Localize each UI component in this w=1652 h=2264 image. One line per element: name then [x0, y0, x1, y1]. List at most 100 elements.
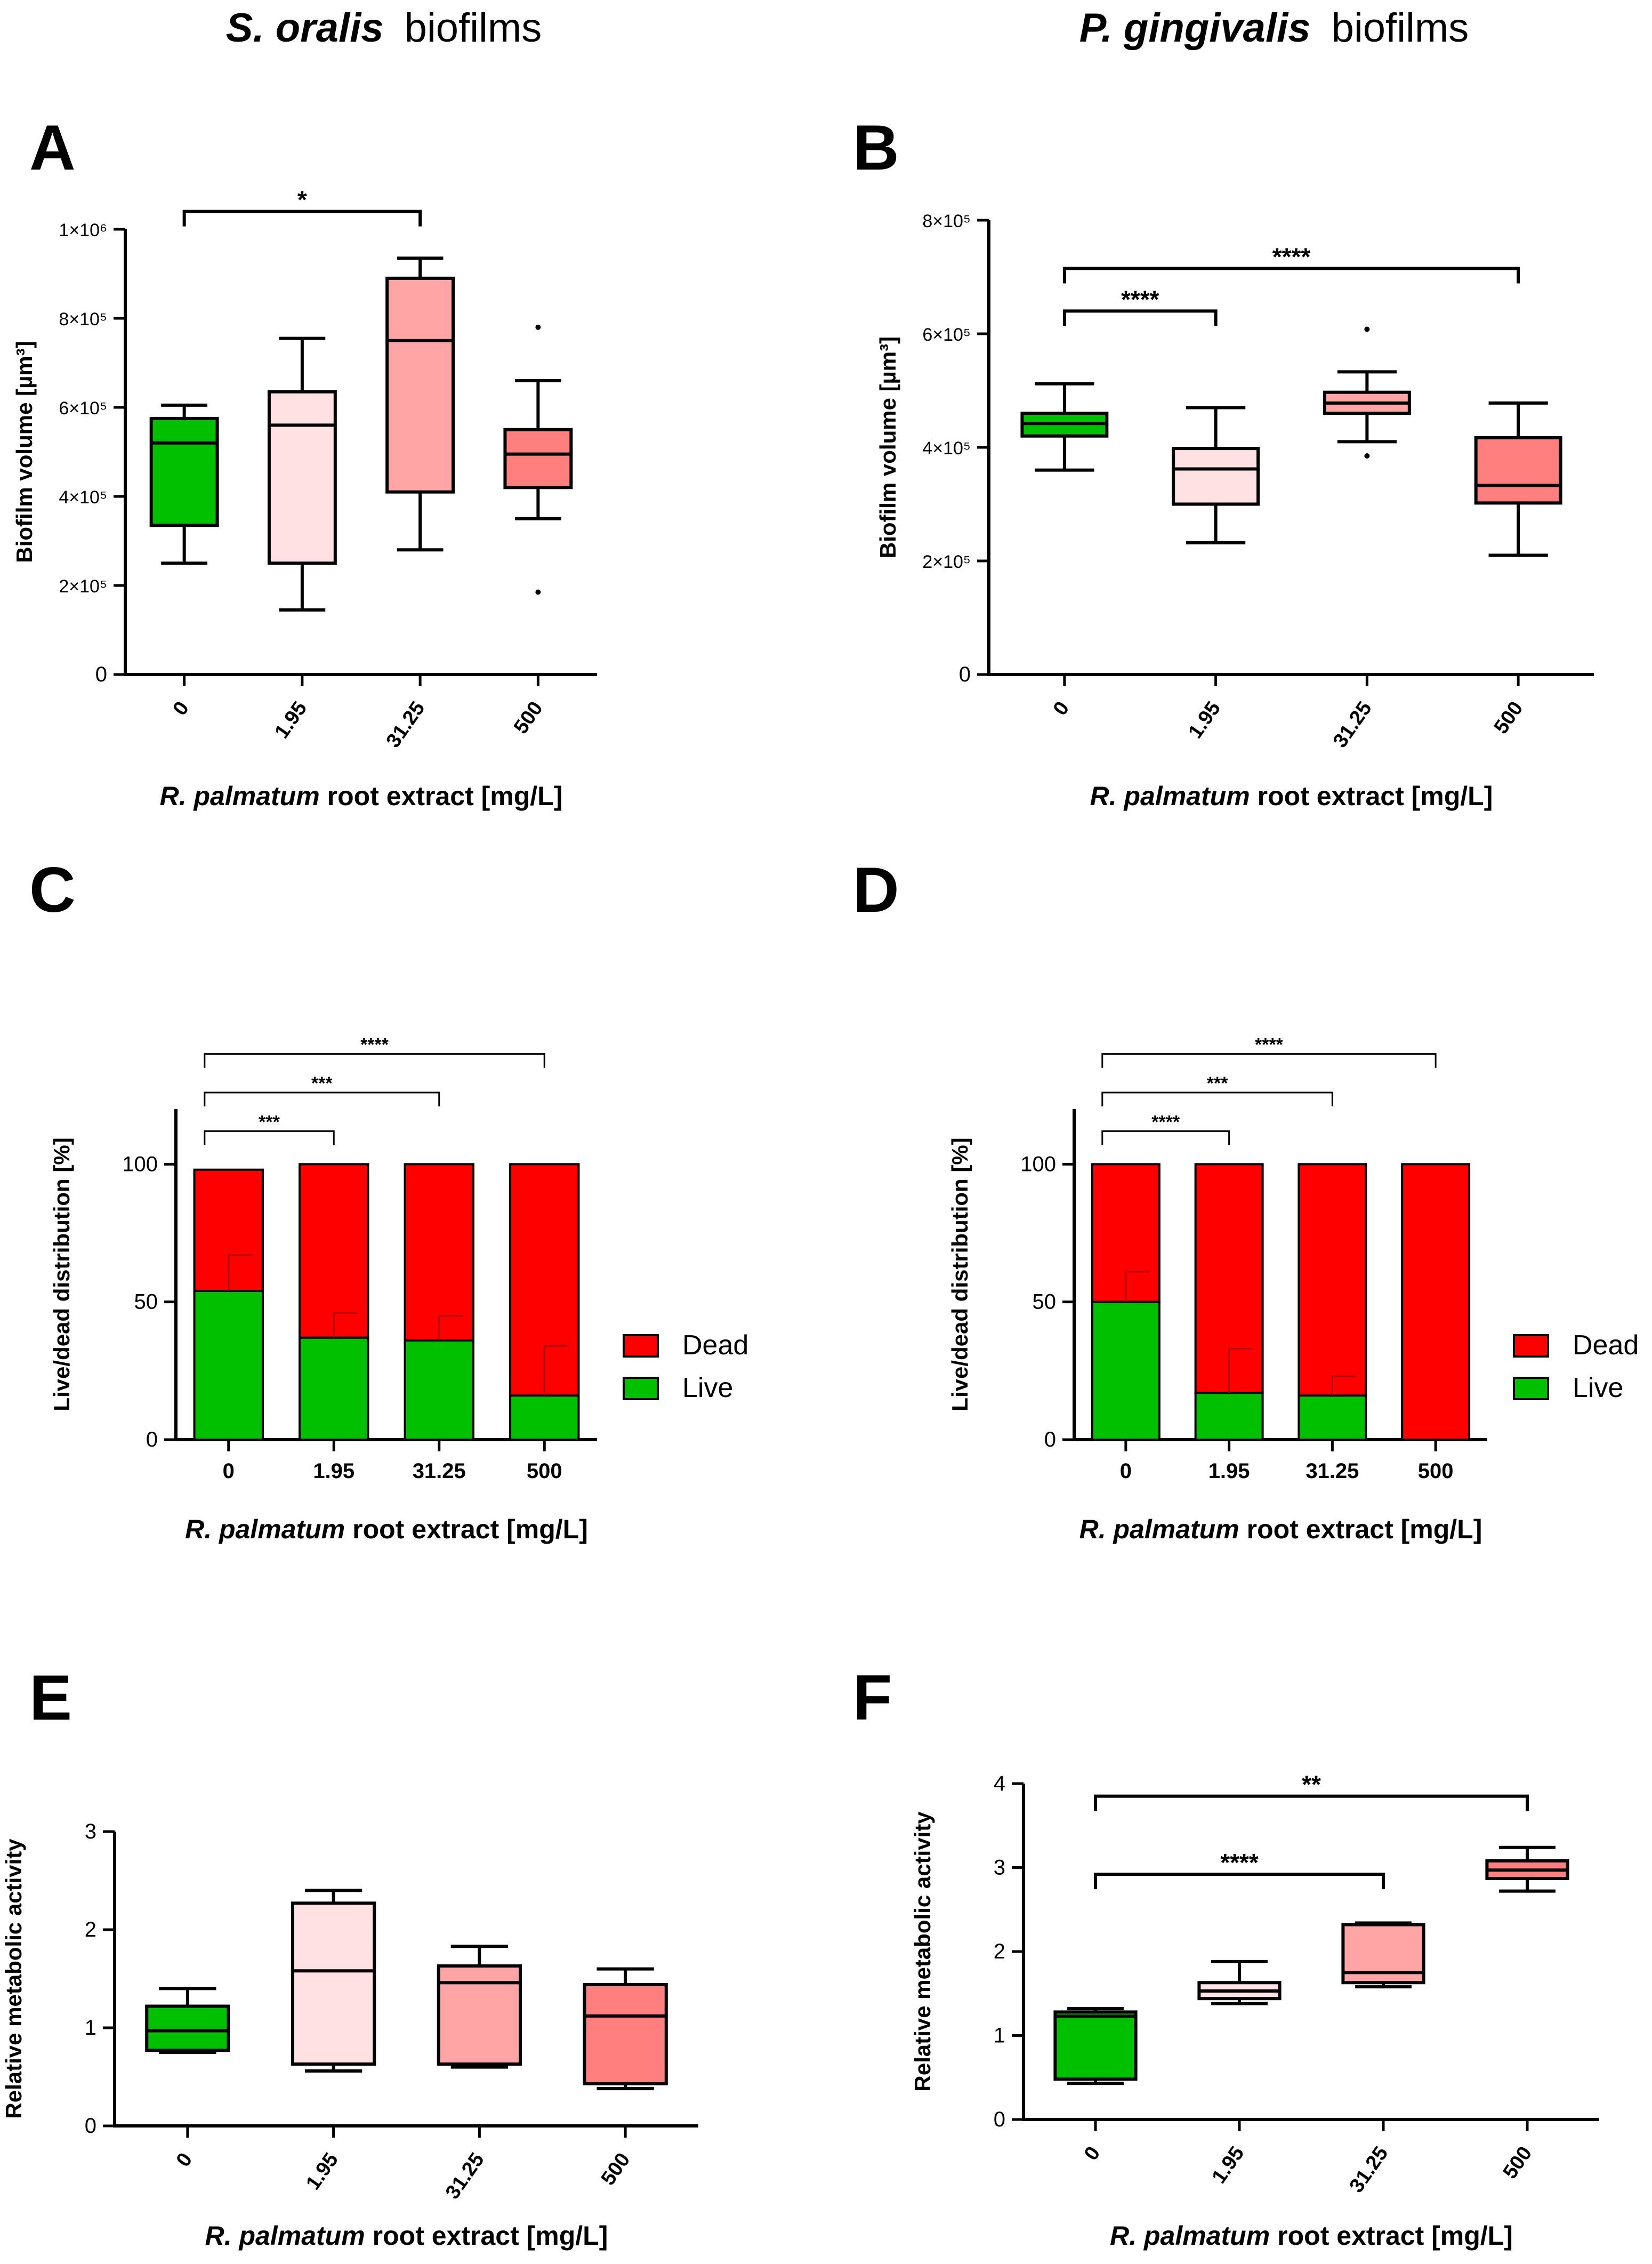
y-tick-label: 2: [85, 1918, 96, 1941]
bar-live: [193, 1290, 264, 1441]
x-tick-label: 0: [168, 697, 194, 719]
box-500: [503, 428, 573, 489]
x-tick-label: 31.25: [382, 697, 430, 752]
y-tick-label: 100: [122, 1152, 158, 1176]
y-tick-label: 6×10⁵: [59, 398, 107, 419]
legend-swatch-live: [623, 1377, 659, 1400]
significance-bracket: [1062, 267, 1520, 284]
y-tick-label: 8×10⁵: [59, 309, 107, 330]
significance-bracket: [1101, 1091, 1333, 1106]
box-500: [583, 1983, 668, 2085]
column-title-right-species: P. gingivalis: [1079, 5, 1311, 51]
y-tick-label: 4: [994, 1772, 1005, 1795]
significance-bracket: [204, 1053, 545, 1068]
x-tick-label: 500: [1490, 697, 1528, 738]
legend-label-live: Live: [682, 1372, 733, 1403]
x-tick-label: 500: [1418, 1459, 1454, 1483]
box-0: [145, 2004, 230, 2052]
box-1.95: [267, 390, 337, 565]
y-tick-label: 4×10⁵: [59, 487, 107, 508]
box-1.95: [1172, 447, 1260, 506]
panel-d: D 0 50 100 0 1.95 31.25 500 Live/dead distributi…: [853, 854, 1639, 1544]
legend-swatch-dead: [1513, 1334, 1549, 1358]
y-tick-label: 6×10⁵: [922, 325, 971, 345]
legend-label-live: Live: [1573, 1372, 1623, 1403]
bar-dead: [404, 1163, 474, 1342]
significance-label: **: [1302, 1771, 1321, 1799]
y-tick-label: 50: [134, 1290, 158, 1314]
x-axis-label-species: R. palmatum: [160, 781, 320, 811]
x-axis-label-species: R. palmatum: [1090, 781, 1250, 811]
y-tick-label: 3: [994, 1856, 1005, 1880]
panel-letter: A: [29, 112, 76, 183]
x-tick-label: 31.25: [1345, 2142, 1392, 2197]
x-axis-label-suffix: root extract [mg/L]: [352, 1514, 588, 1544]
legend-label-dead: Dead: [1573, 1330, 1639, 1361]
x-tick-label: 500: [1499, 2142, 1537, 2183]
panel-a: A 0 2×10⁵ 4×10⁵ 6×10⁵ 8×10⁵ 1×10⁶ 0 1.95 31.25 500…: [12, 112, 597, 811]
x-tick-label: 31.25: [413, 1459, 466, 1483]
outlier-point: [535, 589, 541, 595]
x-tick-label: 1.95: [302, 2149, 343, 2194]
bar-dead: [299, 1163, 369, 1339]
y-tick-label: 1×10⁶: [59, 220, 107, 240]
panel-b: B 0 2×10⁵ 4×10⁵ 6×10⁵ 8×10⁵ 0 1.95 31.25 500 Biofi…: [853, 112, 1594, 811]
significance-bracket: [1101, 1053, 1437, 1068]
x-axis-label-species: R. palmatum: [1079, 1514, 1239, 1544]
y-tick-label: 1: [994, 2024, 1005, 2048]
significance-label: ****: [1121, 285, 1159, 313]
x-tick-label: 0: [1080, 2142, 1105, 2164]
y-axis-label: Biofilm volume [µm³]: [12, 341, 37, 563]
x-axis-label: R. palmatum root extract [mg/L]: [1110, 2221, 1513, 2251]
y-tick-label: 2×10⁵: [922, 552, 971, 572]
panel-c: C 0 50 100 0 1.95 31.25 500 Live/dead distributi…: [29, 854, 748, 1544]
x-tick-label: 0: [1120, 1459, 1132, 1483]
significance-bracket: [1094, 1873, 1385, 1890]
panel-letter: F: [853, 1662, 892, 1733]
x-axis-label-suffix: root extract [mg/L]: [373, 2221, 608, 2251]
significance-label: ****: [1255, 1035, 1284, 1055]
x-axis-label: R. palmatum root extract [mg/L]: [1090, 781, 1493, 811]
x-axis-label: R. palmatum root extract [mg/L]: [185, 1514, 588, 1544]
panel-e: E 0 1 2 3 0 1.95 31.25 500 Relative metabolic act…: [1, 1662, 698, 2251]
x-axis-label: R. palmatum root extract [mg/L]: [160, 781, 563, 811]
outlier-point: [1364, 326, 1370, 332]
y-tick-label: 3: [85, 1820, 96, 1843]
outlier-point: [535, 324, 541, 330]
x-tick-label: 31.25: [1306, 1459, 1359, 1483]
x-axis-label-suffix: root extract [mg/L]: [327, 781, 563, 811]
box-500: [1474, 436, 1562, 505]
x-tick-label: 1.95: [1208, 2142, 1249, 2188]
x-axis-label-species: R. palmatum: [185, 1514, 345, 1544]
significance-label: ***: [1207, 1073, 1228, 1094]
y-tick-label: 4×10⁵: [922, 438, 971, 459]
y-tick-label: 0: [95, 663, 107, 686]
legend-swatch-dead: [623, 1334, 659, 1358]
column-title-left: S. oralis biofilms: [226, 5, 542, 51]
significance-label: ***: [259, 1112, 280, 1132]
x-tick-label: 31.25: [441, 2149, 489, 2203]
bar-live: [509, 1394, 580, 1441]
bar-dead: [1401, 1163, 1471, 1441]
bar-live: [1194, 1392, 1264, 1441]
bar-live: [299, 1336, 369, 1441]
y-axis-label: Live/dead distribution [%]: [49, 1137, 74, 1411]
column-title-left-species: S. oralis: [226, 5, 384, 51]
y-tick-label: 2×10⁵: [59, 576, 107, 597]
y-tick-label: 1: [85, 2016, 96, 2040]
legend-swatch-live: [1513, 1377, 1549, 1400]
x-tick-label: 0: [223, 1459, 235, 1483]
y-tick-label: 0: [994, 2108, 1005, 2131]
y-tick-label: 0: [959, 663, 971, 686]
significance-bracket: [204, 1091, 440, 1106]
y-tick-label: 100: [1020, 1152, 1056, 1176]
bar-dead: [1298, 1163, 1367, 1397]
y-tick-label: 8×10⁵: [922, 211, 971, 231]
bar-live: [1091, 1300, 1161, 1441]
bar-live: [1298, 1394, 1367, 1441]
box-31.25: [437, 1964, 522, 2066]
y-axis-label: Relative metabolic activity: [1, 1839, 26, 2119]
column-title-left-suffix: biofilms: [405, 5, 542, 51]
